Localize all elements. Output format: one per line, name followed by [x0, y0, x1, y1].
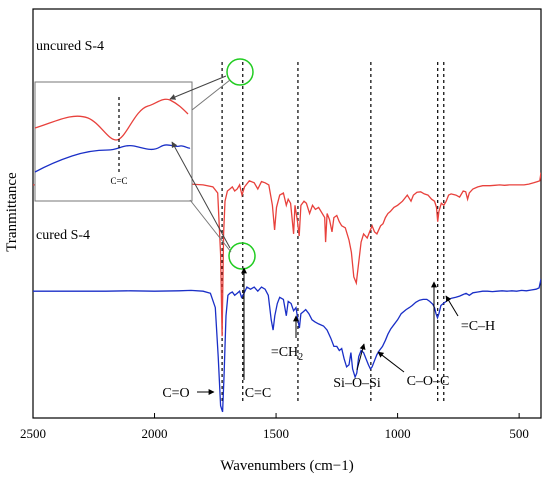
peak-label-cc: C=C: [245, 386, 272, 401]
peak-label-ch2-text: =CH: [271, 345, 298, 360]
series-label-uncured: uncured S-4: [36, 39, 104, 54]
x-tick-label: 1500: [263, 426, 289, 441]
arrow-ch: [445, 295, 459, 317]
inset-connector-top: [191, 79, 231, 111]
series-line-uncured: [33, 172, 541, 337]
arrow-coc: [377, 351, 405, 373]
series-label-cured: cured S-4: [36, 228, 90, 243]
peak-label-co: C=O: [162, 386, 189, 401]
peak-label-sios: Si–O–Si: [333, 376, 381, 391]
x-tick-label: 2000: [142, 426, 168, 441]
x-tick-label: 1000: [385, 426, 411, 441]
inset-label: C=C: [110, 176, 127, 186]
series-line-cured: [33, 278, 541, 413]
arrow-sios: [356, 343, 366, 371]
x-axis-label: Wavenumbers (cm−1): [220, 458, 353, 474]
peak-label-ch2-sub: 2: [298, 352, 303, 363]
inset-arrow-uncured: [169, 75, 227, 100]
peak-label-ch: =C–H: [461, 319, 495, 334]
y-axis-label: Tranmittance: [4, 172, 20, 252]
highlight-circle-cured: [228, 242, 256, 270]
inset-frame: [34, 81, 193, 202]
highlight-circle-uncured: [226, 58, 254, 86]
inset-connector-bottom: [189, 199, 232, 253]
peak-label-ch2: =CH2: [271, 345, 303, 363]
x-tick-label: 2500: [20, 426, 46, 441]
peak-label-coc: C–O–C: [407, 374, 450, 389]
marker-lines: [221, 62, 445, 404]
inset-line-cured: [34, 144, 191, 173]
x-axis-ticks: 2500 2000 1500 1000 500: [20, 413, 529, 441]
x-tick-label: 500: [509, 426, 529, 441]
inset-arrow-cured: [171, 141, 231, 249]
inset-line-uncured: [34, 98, 189, 141]
plot-frame: [32, 8, 542, 419]
inset-zoom: C=C: [34, 81, 193, 202]
